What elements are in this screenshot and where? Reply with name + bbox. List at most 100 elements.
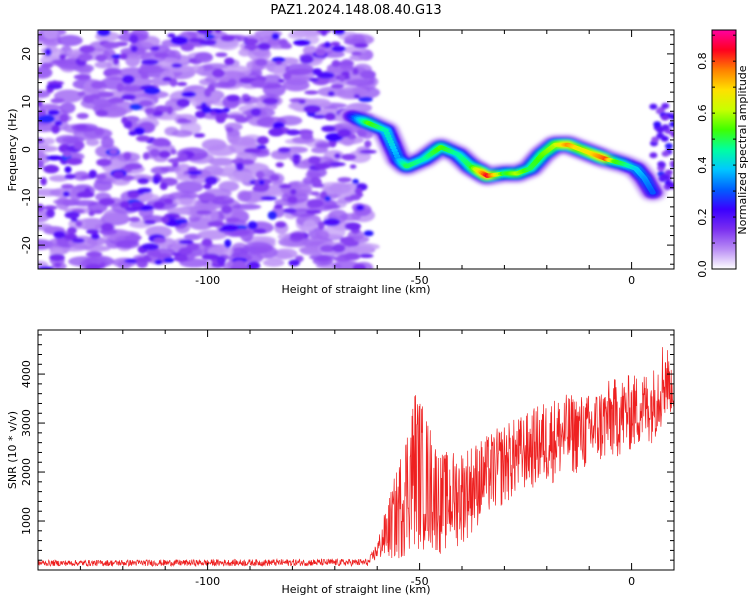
noise-cell (320, 30, 328, 36)
noise-cell (64, 166, 72, 174)
noise-cell (204, 88, 212, 98)
noise-cell (76, 191, 95, 199)
noise-haze-cell (38, 145, 59, 153)
y-tick-label: 10 (20, 95, 33, 109)
edge-cell (661, 150, 670, 157)
noise-cell (239, 159, 255, 165)
noise-cell (43, 164, 60, 174)
noise-cell (94, 127, 105, 136)
x-tick-label: -50 (411, 575, 429, 588)
noise-cell (239, 77, 255, 84)
noise-cell (79, 45, 96, 54)
snr-xlabel: Height of straight line (km) (281, 583, 430, 596)
noise-cell (97, 91, 114, 98)
noise-haze-cell (207, 144, 236, 157)
noise-haze-cell (332, 260, 360, 269)
noise-cell (277, 147, 291, 153)
noise-cell (128, 130, 138, 136)
colorbar-gradient (712, 30, 736, 269)
noise-cell (339, 74, 346, 82)
noise-cell (312, 68, 322, 76)
edge-cell (660, 114, 669, 121)
snr-series-line (38, 347, 674, 568)
noise-cell (170, 148, 177, 155)
noise-cell (188, 57, 197, 64)
noise-cell (203, 183, 212, 190)
noise-cell (353, 94, 361, 99)
noise-cell (222, 107, 230, 113)
noise-cell (144, 107, 156, 115)
noise-cell (167, 33, 176, 38)
noise-cell (201, 253, 220, 261)
noise-cell (228, 78, 237, 86)
noise-cell (224, 57, 235, 66)
noise-haze-cell (38, 103, 62, 112)
noise-cell (93, 209, 103, 214)
x-tick-label: 0 (628, 575, 635, 588)
colorbar-tick-label: 0.8 (696, 52, 709, 70)
y-tick-label: -10 (20, 188, 33, 206)
figure-title: PAZ1.2024.148.08.40.G13 (270, 3, 441, 18)
noise-cell (78, 53, 93, 62)
noise-cell (38, 266, 54, 269)
noise-cell (352, 263, 366, 269)
y-tick-label: 4000 (20, 360, 33, 388)
noise-cell (314, 162, 331, 170)
noise-cell (138, 99, 154, 107)
noise-cell (339, 60, 355, 66)
noise-cell (189, 174, 198, 179)
noise-cell (45, 155, 64, 161)
x-tick-label: -100 (195, 575, 220, 588)
x-tick-label: -50 (411, 274, 429, 287)
noise-haze-cell (171, 207, 191, 215)
noise-cell (321, 125, 336, 133)
noise-cell (159, 182, 168, 190)
noise-cell (308, 77, 319, 82)
noise-haze-cell (171, 129, 193, 138)
noise-cell (51, 59, 67, 64)
noise-haze-cell (49, 174, 69, 182)
noise-cell (86, 229, 100, 235)
noise-cell (275, 162, 284, 168)
noise-cell (129, 34, 139, 44)
edge-cell (669, 131, 674, 138)
noise-cell (177, 118, 188, 123)
noise-cell (166, 106, 173, 115)
noise-cell (167, 158, 181, 164)
noise-cell (90, 233, 100, 240)
noise-cell (175, 219, 188, 224)
colorbar-frame (711, 29, 737, 270)
noise-cell (73, 141, 85, 150)
noise-cell (290, 188, 297, 195)
noise-cell (204, 176, 218, 185)
noise-haze-cell (287, 31, 307, 40)
noise-cell (244, 38, 259, 45)
noise-cell (324, 195, 331, 202)
noise-cell (59, 113, 69, 123)
noise-cell (54, 262, 62, 268)
noise-cell (288, 259, 300, 267)
noise-cell (65, 157, 83, 166)
noise-cell (158, 150, 171, 159)
noise-cell (38, 160, 45, 169)
noise-cell (64, 233, 78, 241)
noise-cell (173, 254, 188, 262)
noise-cell (220, 35, 235, 42)
noise-cell (358, 96, 373, 103)
noise-cell (76, 112, 89, 120)
noise-cell (258, 179, 265, 185)
noise-cell (274, 204, 283, 209)
noise-cell (355, 204, 364, 211)
noise-haze-cell (273, 248, 298, 260)
noise-cell (351, 51, 363, 56)
noise-cell (250, 107, 262, 117)
noise-cell (75, 124, 88, 130)
noise-cell (45, 208, 55, 218)
noise-cell (214, 30, 222, 34)
noise-cell (95, 54, 107, 62)
noise-haze-cell (208, 157, 234, 166)
x-tick-label: 0 (628, 274, 635, 287)
noise-haze-cell (346, 78, 375, 87)
spectrogram-xlabel: Height of straight line (km) (281, 283, 430, 296)
noise-haze-cell (42, 38, 62, 46)
